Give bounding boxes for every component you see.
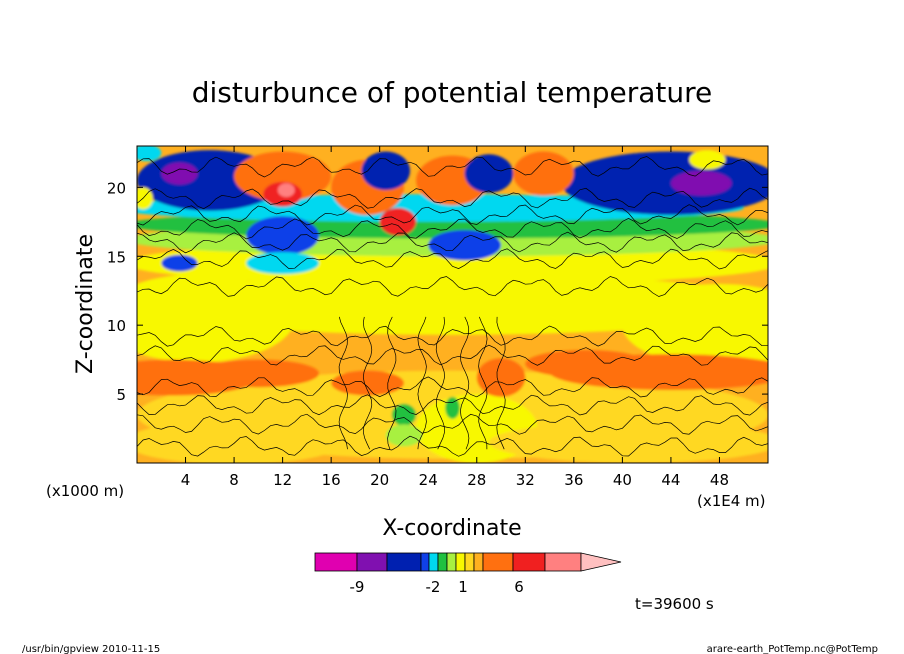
x-axis-label: X-coordinate [382,516,521,541]
colorbar-segment [420,552,430,572]
field-region [561,151,768,215]
contour-line [387,316,397,450]
field-region [391,403,417,426]
colorbar-segment [455,552,466,572]
chart-title: disturbunce of potential temperature [192,76,713,109]
contour-line [137,248,768,270]
field-region [277,183,295,197]
y-axis: 5 10 15 20 [107,179,768,404]
x-tick-label: 20 [370,471,389,489]
field-region [513,151,574,196]
contour-line [137,376,768,398]
contour-line [137,413,768,435]
contour-line [362,316,373,450]
field-region [670,170,732,196]
field-region [689,150,726,170]
x-tick-label: 28 [467,471,486,489]
x-tick-label: 24 [419,471,438,489]
contour-line [496,316,506,450]
field-region [161,162,198,185]
field-region [428,230,502,261]
x-unit-left: (x1000 m) [46,482,124,500]
contour-line [435,316,445,450]
field-blobs [137,146,768,463]
contour-line [417,316,427,450]
field-region [622,283,768,367]
x-tick-label: 16 [322,471,341,489]
contour-line [137,204,768,226]
colorbar-segment [386,552,422,572]
colorbar-label: -9 [350,578,365,596]
field-region [137,187,153,210]
y-tick-label: 10 [107,317,126,335]
contour-line [137,231,768,254]
field-region [331,370,404,396]
time-label: t=39600 s [635,595,714,613]
field-region [488,421,768,463]
contour-line [137,435,768,457]
field-region [137,146,162,162]
contour-line [460,316,470,450]
contour-line [137,187,768,210]
x-tick-label: 4 [181,471,191,489]
field-region [137,274,295,363]
colorbar-segment [356,552,388,572]
contour-line [137,276,768,297]
contour-line [338,316,348,450]
field-region [379,208,417,236]
colorbar-segment [464,552,475,572]
colorbar-segment [437,552,448,572]
field-region [234,151,332,202]
x-tick-label: 44 [661,471,680,489]
field-region [464,154,514,193]
x-tick-label: 36 [564,471,583,489]
contour-line [137,218,768,240]
x-tick-label: 48 [710,471,729,489]
colorbar-label: -2 [426,578,441,596]
x-tick-label: 8 [229,471,239,489]
colorbar-segment [544,552,582,572]
field-region [197,359,320,388]
x-unit-right: (x1E4 m) [697,492,766,510]
field-region [161,254,198,272]
field-region [476,358,526,397]
footer-left: /usr/bin/gpview 2010-11-15 [22,644,160,654]
field-region [137,420,344,463]
field-region [361,151,411,191]
contour-line [137,156,768,178]
colorbar-segment [473,552,484,572]
colorbar-segment [512,552,546,572]
x-axis: 4 8 12 16 20 24 28 32 36 40 44 48 [181,146,729,489]
contour-line [137,394,768,416]
colorbar-segment [428,552,439,572]
contour-line [137,344,768,366]
colorbar-label: 6 [514,578,524,596]
colorbar-arrow [580,552,622,572]
footer-right: arare-earth_PotTemp.nc@PotTemp [707,644,878,654]
x-tick-label: 12 [273,471,292,489]
contour-field [137,146,768,463]
colorbar-segment [482,552,514,572]
colorbar-label: 1 [458,578,468,596]
colorbar: -9 -2 1 6 [314,552,622,596]
contour-line [137,325,768,347]
field-region [525,349,647,378]
contour-lines [137,156,768,457]
y-tick-label: 20 [107,179,126,197]
field-region [137,274,768,335]
field-region [385,424,423,447]
x-tick-label: 32 [516,471,535,489]
x-tick-label: 40 [613,471,632,489]
plot-frame [136,145,769,464]
colorbar-segment [314,552,358,572]
y-tick-label: 5 [116,386,126,404]
contour-line [478,316,488,450]
y-axis-label: Z-coordinate [73,234,98,374]
colorbar-segment [446,552,457,572]
y-tick-label: 15 [107,248,126,266]
